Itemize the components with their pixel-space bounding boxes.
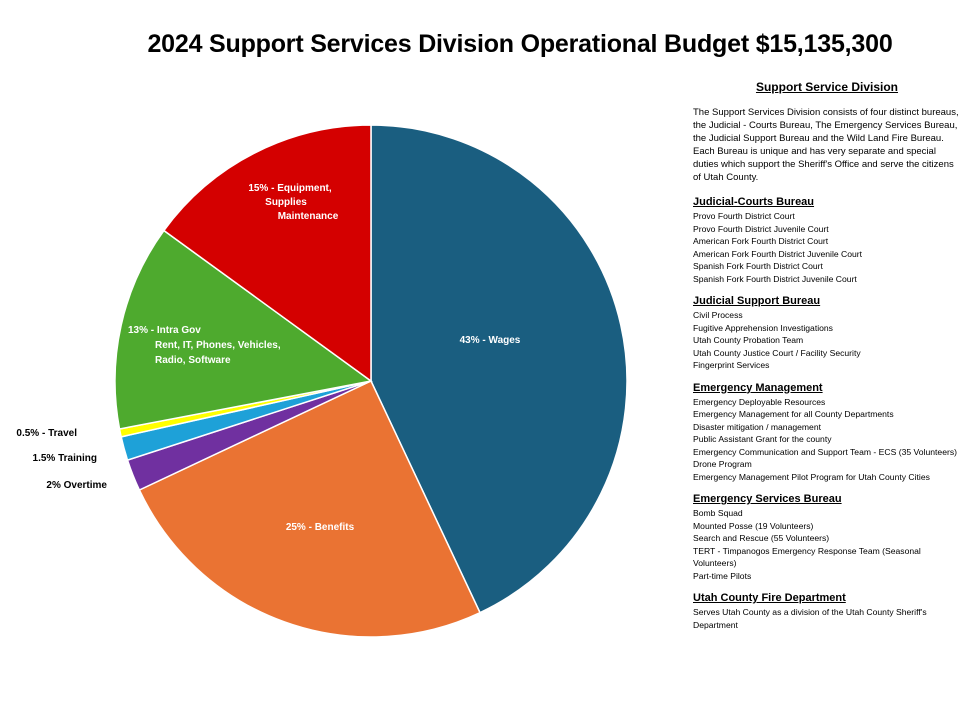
list-item: Emergency Management for all County Depa…: [693, 409, 894, 419]
list-item: Civil Process: [693, 310, 743, 320]
bureau-title: Emergency Services Bureau: [693, 493, 842, 505]
list-item: Emergency Management Pilot Program for U…: [693, 471, 930, 482]
bureau-sections: Judicial-Courts Bureau Provo Fourth Distr…: [693, 196, 960, 631]
list-item: Mounted Posse (19 Volunteers): [693, 520, 814, 531]
sidebar-intro: The Support Services Division consists o…: [693, 107, 959, 183]
list-item: Disaster mitigation / management: [693, 421, 822, 432]
slice-label: 13% - Intra Gov Rent, IT, Phones, Vehicle…: [128, 325, 281, 366]
pie-slice: [138, 380, 481, 638]
list-item: Drone Program: [693, 459, 752, 469]
list-item: Fingerprint Services: [693, 360, 770, 370]
list-item: Spanish Fork Fourth District Juvenile Co…: [693, 273, 857, 284]
list-item: Emergency Communication and Support Team…: [693, 446, 957, 457]
slice-label: 0.5% - Travel: [16, 428, 77, 439]
list-item: Bomb Squad: [693, 508, 743, 518]
sidebar-heading: Support Service Division: [755, 80, 899, 94]
budget-pie-chart: 43% - Wages 25% - Benefits 2% Overtime 1.5%…: [16, 124, 628, 638]
list-item: Provo Fourth District Juvenile Court: [693, 223, 829, 234]
bureau-item-list: Serves Utah County as a division of the …: [693, 606, 960, 631]
pie-slice: [162, 124, 372, 383]
slice-label: 2% Overtime: [46, 480, 107, 491]
list-item: American Fork Fourth District Juvenile C…: [693, 248, 863, 259]
list-item: Utah County Justice Court / Facility Sec…: [693, 347, 861, 358]
list-item: Public Assistant Grant for the county: [693, 434, 832, 444]
list-item: Serves Utah County as a division of the …: [693, 607, 927, 630]
pie-slice: [114, 229, 373, 430]
bureau-section: Judicial-Courts Bureau Provo Fourth Distr…: [693, 196, 960, 285]
sidebar: Support Service Division The Support Ser…: [693, 80, 960, 641]
list-item: Spanish Fork Fourth District Court: [693, 261, 823, 271]
bureau-section: Judicial Support Bureau Civil Process Fugi…: [693, 295, 960, 372]
bureau-section: Utah County Fire Department Serves Utah C…: [693, 592, 960, 631]
list-item: American Fork Fourth District Court: [693, 236, 829, 246]
slice-label: 15% - Equipment, Supplies Maintenance: [248, 183, 338, 222]
page-title: 2024 Support Services Division Operation…: [147, 30, 893, 58]
list-item: Provo Fourth District Court: [693, 211, 795, 221]
slice-label: 1.5% Training: [33, 453, 97, 464]
bureau-section: Emergency Services Bureau Bomb Squad Mount…: [693, 493, 960, 582]
list-item: Utah County Probation Team: [693, 335, 804, 345]
list-item: Emergency Deployable Resources: [693, 396, 826, 407]
list-item: TERT - Timpanogos Emergency Response Tea…: [693, 545, 921, 569]
bureau-item-list: Provo Fourth District Court Provo Fourth …: [693, 210, 960, 285]
bureau-item-list: Civil Process Fugitive Apprehension Inves…: [693, 309, 960, 372]
list-item: Part-time Pilots: [693, 570, 752, 581]
slice-label: 43% - Wages: [460, 335, 521, 346]
bureau-title: Judicial-Courts Bureau: [693, 196, 815, 208]
bureau-title: Utah County Fire Department: [693, 592, 846, 604]
list-item: Search and Rescue (55 Volunteers): [693, 533, 830, 543]
list-item: Fugitive Apprehension Investigations: [693, 322, 833, 333]
slice-label: 25% - Benefits: [286, 522, 355, 533]
bureau-title: Emergency Management: [693, 381, 823, 394]
bureau-title: Judicial Support Bureau: [693, 295, 821, 307]
pie-slice: [370, 124, 628, 614]
bureau-item-list: Bomb Squad Mounted Posse (19 Volunteers) S…: [693, 507, 960, 582]
bureau-section: Emergency Management Emergency Deployable…: [693, 382, 960, 484]
bureau-item-list: Emergency Deployable Resources Emergency …: [693, 396, 960, 484]
